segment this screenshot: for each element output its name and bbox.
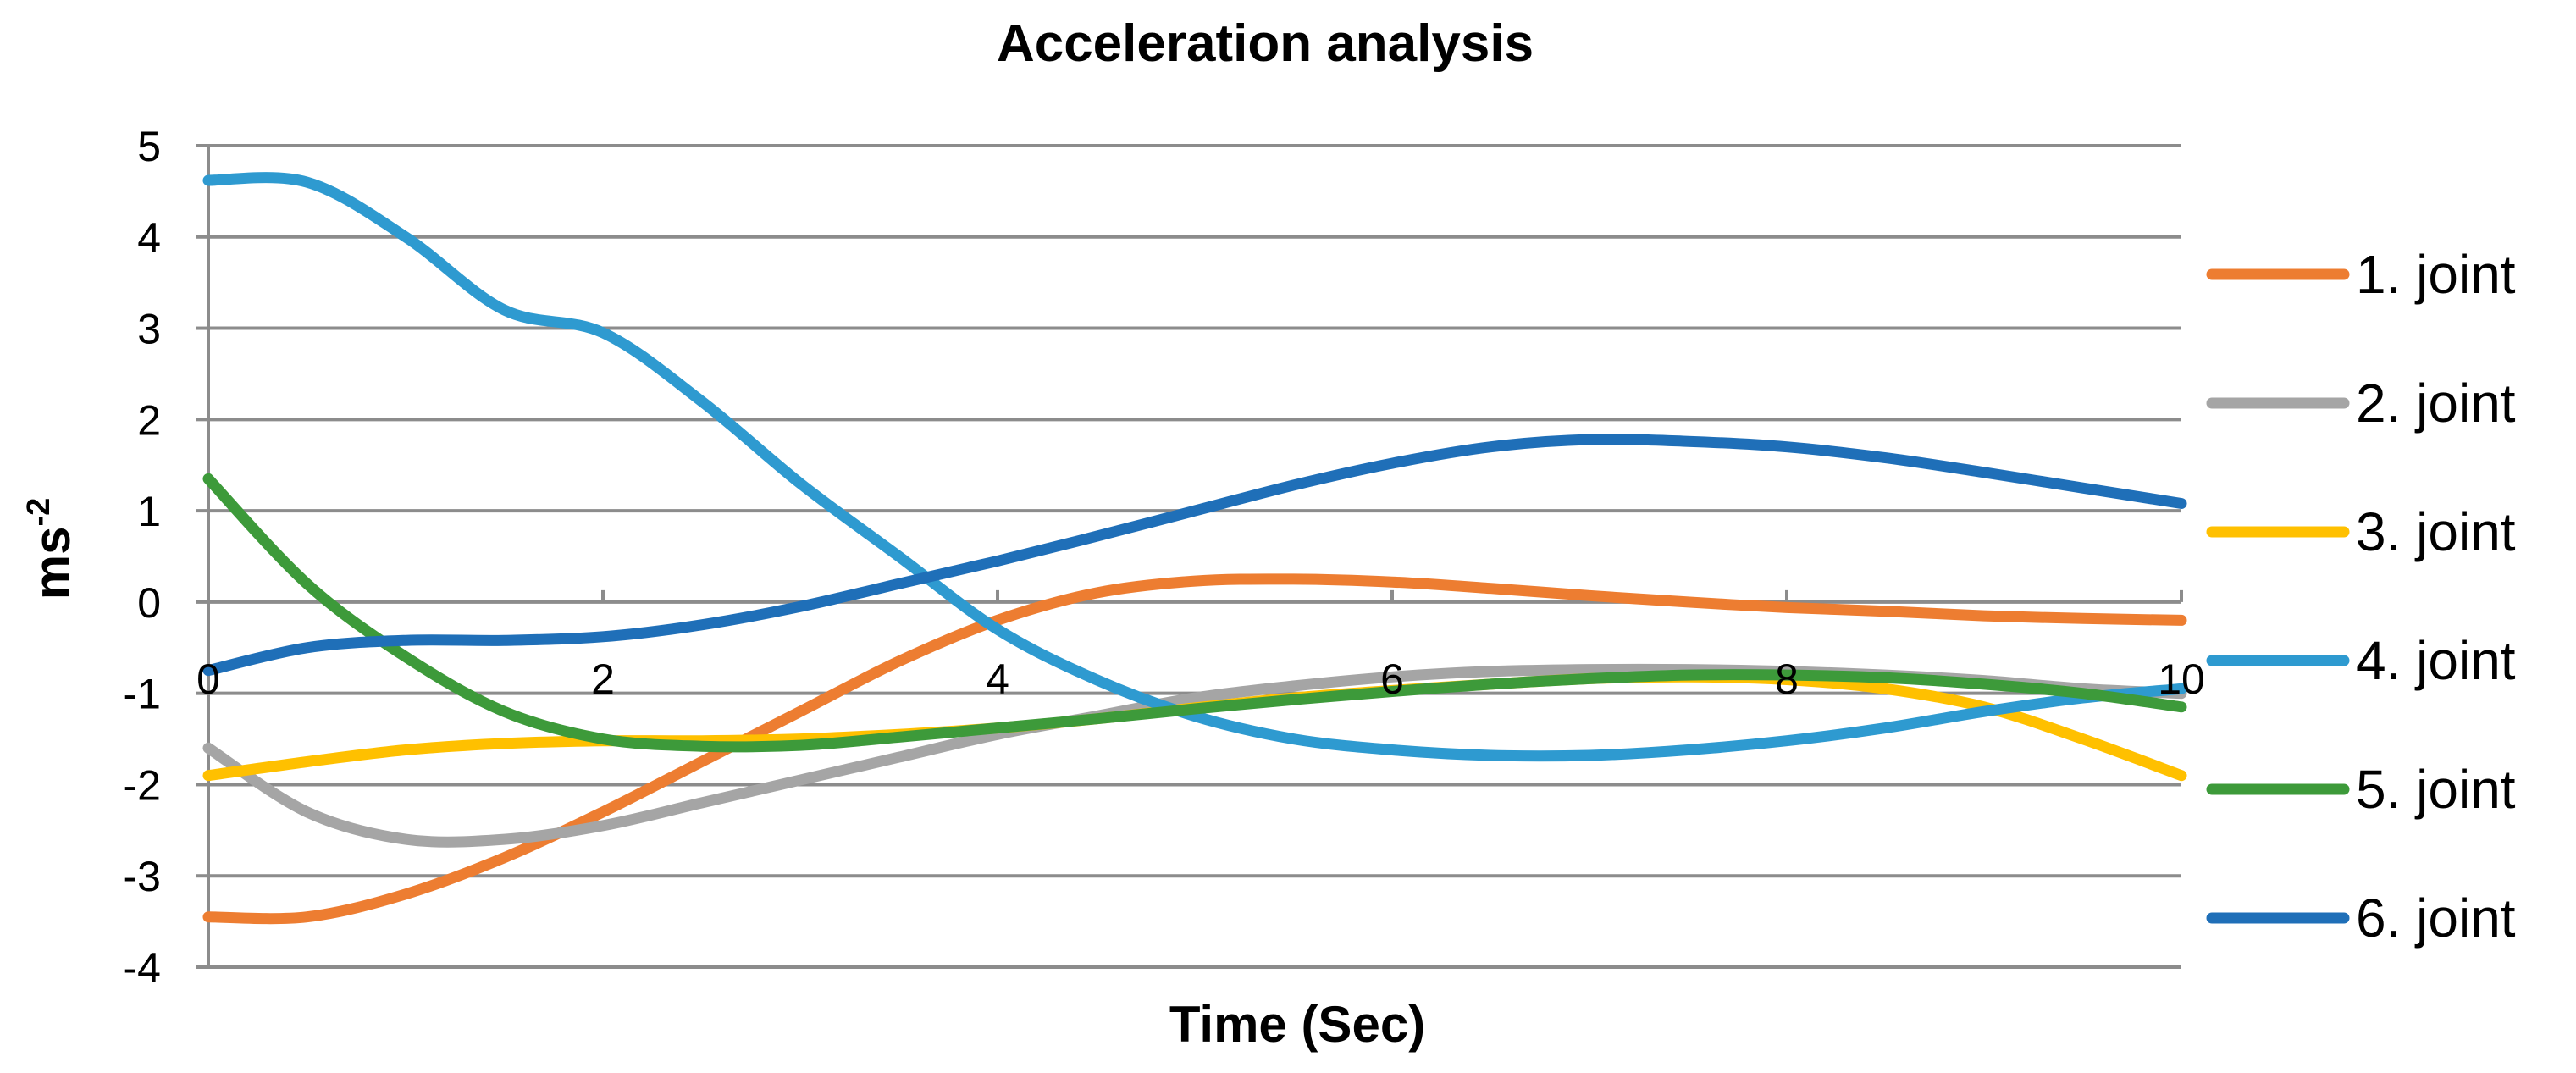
y-axis-title-exponent: -2 [21,498,57,527]
legend-label: 6. joint [2356,888,2516,949]
x-tick-label: 2 [591,655,615,703]
x-tick-label: 8 [1775,655,1799,703]
series-line-5-joint [202,473,2187,753]
legend-label: 4. joint [2356,630,2516,691]
y-tick-label: -2 [124,761,161,809]
series-lines [202,172,2187,925]
x-tick-label: 6 [1380,655,1404,703]
legend-label: 5. joint [2356,759,2516,820]
y-tick-label: 2 [137,396,161,444]
axes [196,144,2183,969]
y-axis-title: ms-2 [21,498,80,600]
chart-title: Acceleration analysis [997,14,1534,73]
y-tick-label: 3 [137,306,161,353]
series-line-6-joint [202,434,2187,677]
legend: 1. joint 2. joint 3. joint 4. joint 5. joint… [2206,244,2516,949]
y-tick-label: -4 [124,944,161,992]
y-tick-label: 1 [137,488,161,535]
series-line-4-joint [202,172,2187,762]
x-tick-label: 4 [986,655,1009,703]
y-tick-label: 0 [137,579,161,627]
y-tick-label: -3 [124,853,161,900]
x-tick-label: 10 [2158,655,2205,703]
y-tick-label: 4 [137,214,161,262]
y-axis-title-base: ms [24,527,80,600]
series-line-1-joint [202,573,2187,925]
y-tick-label: -1 [124,671,161,718]
x-axis-title: Time (Sec) [1169,996,1425,1053]
legend-label: 2. joint [2356,373,2516,434]
legend-label: 1. joint [2356,244,2516,305]
legend-label: 3. joint [2356,501,2516,562]
x-tick-label: 0 [196,655,220,703]
y-tick-label: 5 [137,123,161,170]
